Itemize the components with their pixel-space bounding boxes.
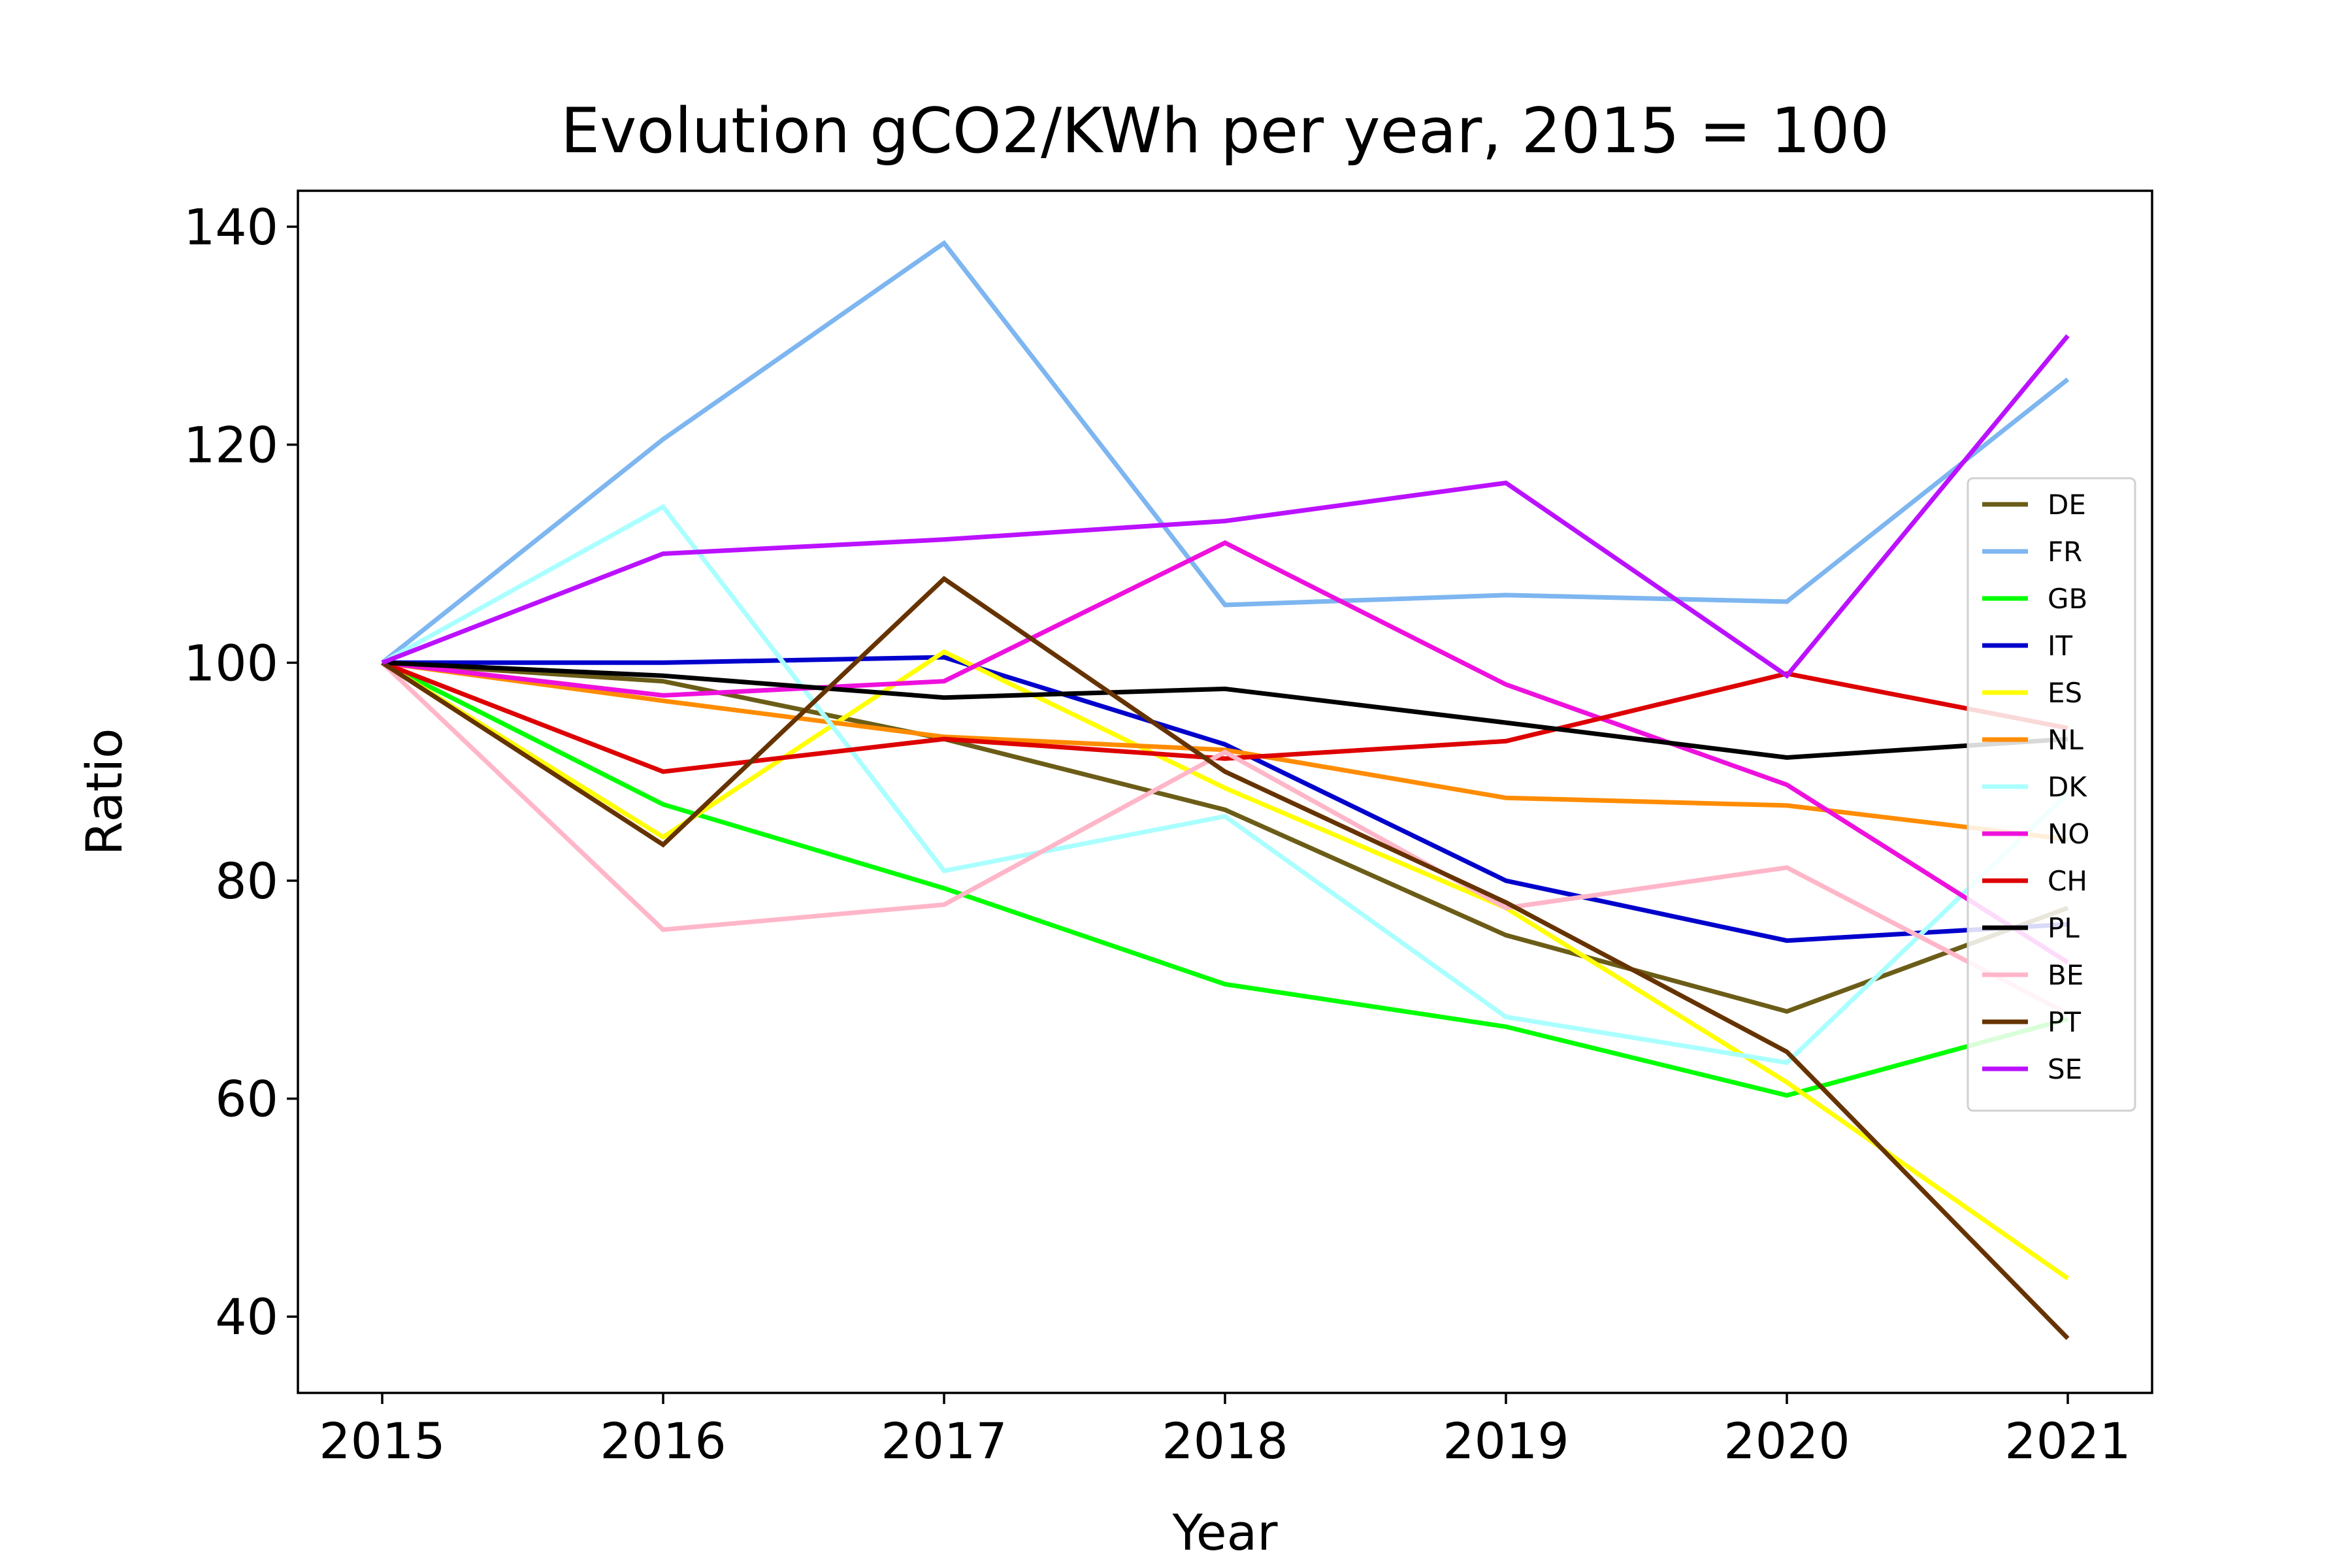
y-tick-label: 140	[184, 198, 278, 256]
x-axis-title: Year	[1172, 1503, 1279, 1561]
legend-label-pl: PL	[2048, 912, 2080, 944]
legend-label-no: NO	[2048, 818, 2089, 850]
y-tick-label: 100	[184, 634, 278, 692]
series-line-gb	[381, 661, 2068, 1098]
series-line-se	[381, 334, 2070, 679]
legend-label-fr: FR	[2048, 536, 2082, 568]
series-line-pt	[381, 576, 2070, 1341]
chart-title: Evolution gCO2/KWh per year, 2015 = 100	[561, 95, 1889, 167]
x-tick-label: 2019	[1443, 1412, 1569, 1470]
legend-label-se: SE	[2048, 1053, 2082, 1085]
legend: DE FR GB IT ES NL DK NO CH PL BE PT SE	[1967, 477, 2136, 1112]
x-tick-label: 2016	[600, 1412, 726, 1470]
series-line-no	[382, 540, 2069, 965]
series-layer	[380, 240, 2070, 1341]
legend-label-es: ES	[2048, 677, 2082, 709]
x-tick-label: 2015	[319, 1412, 445, 1470]
legend-box	[1967, 477, 2136, 1112]
legend-label-gb: GB	[2048, 583, 2087, 615]
y-tick-label: 60	[215, 1070, 278, 1128]
y-tick-label: 120	[184, 416, 278, 474]
legend-label-dk: DK	[2048, 771, 2087, 803]
x-axis: 2015 2016 2017 2018 2019 2020 2021	[319, 1393, 2131, 1470]
series-line-pl	[382, 660, 2068, 760]
series-line-be	[380, 661, 2069, 1016]
y-axis: 40 60 80 100 120 140	[184, 198, 298, 1346]
y-axis-title: Ratio	[75, 728, 133, 855]
x-tick-label: 2017	[881, 1412, 1007, 1470]
x-tick-label: 2020	[1723, 1412, 1850, 1470]
series-line-it	[382, 655, 2068, 943]
legend-label-de: DE	[2048, 489, 2086, 521]
x-tick-label: 2021	[2004, 1412, 2131, 1470]
x-tick-label: 2018	[1162, 1412, 1288, 1470]
series-line-es	[381, 649, 2070, 1281]
series-line-dk	[381, 504, 2070, 1066]
legend-label-pt: PT	[2048, 1006, 2081, 1038]
legend-label-ch: CH	[2048, 865, 2087, 897]
legend-label-nl: NL	[2048, 724, 2083, 756]
series-line-de	[382, 660, 2069, 1014]
legend-label-it: IT	[2048, 630, 2072, 662]
y-tick-label: 80	[215, 852, 278, 910]
series-line-fr	[380, 240, 2070, 665]
legend-label-be: BE	[2048, 959, 2083, 991]
y-tick-label: 40	[215, 1288, 278, 1346]
